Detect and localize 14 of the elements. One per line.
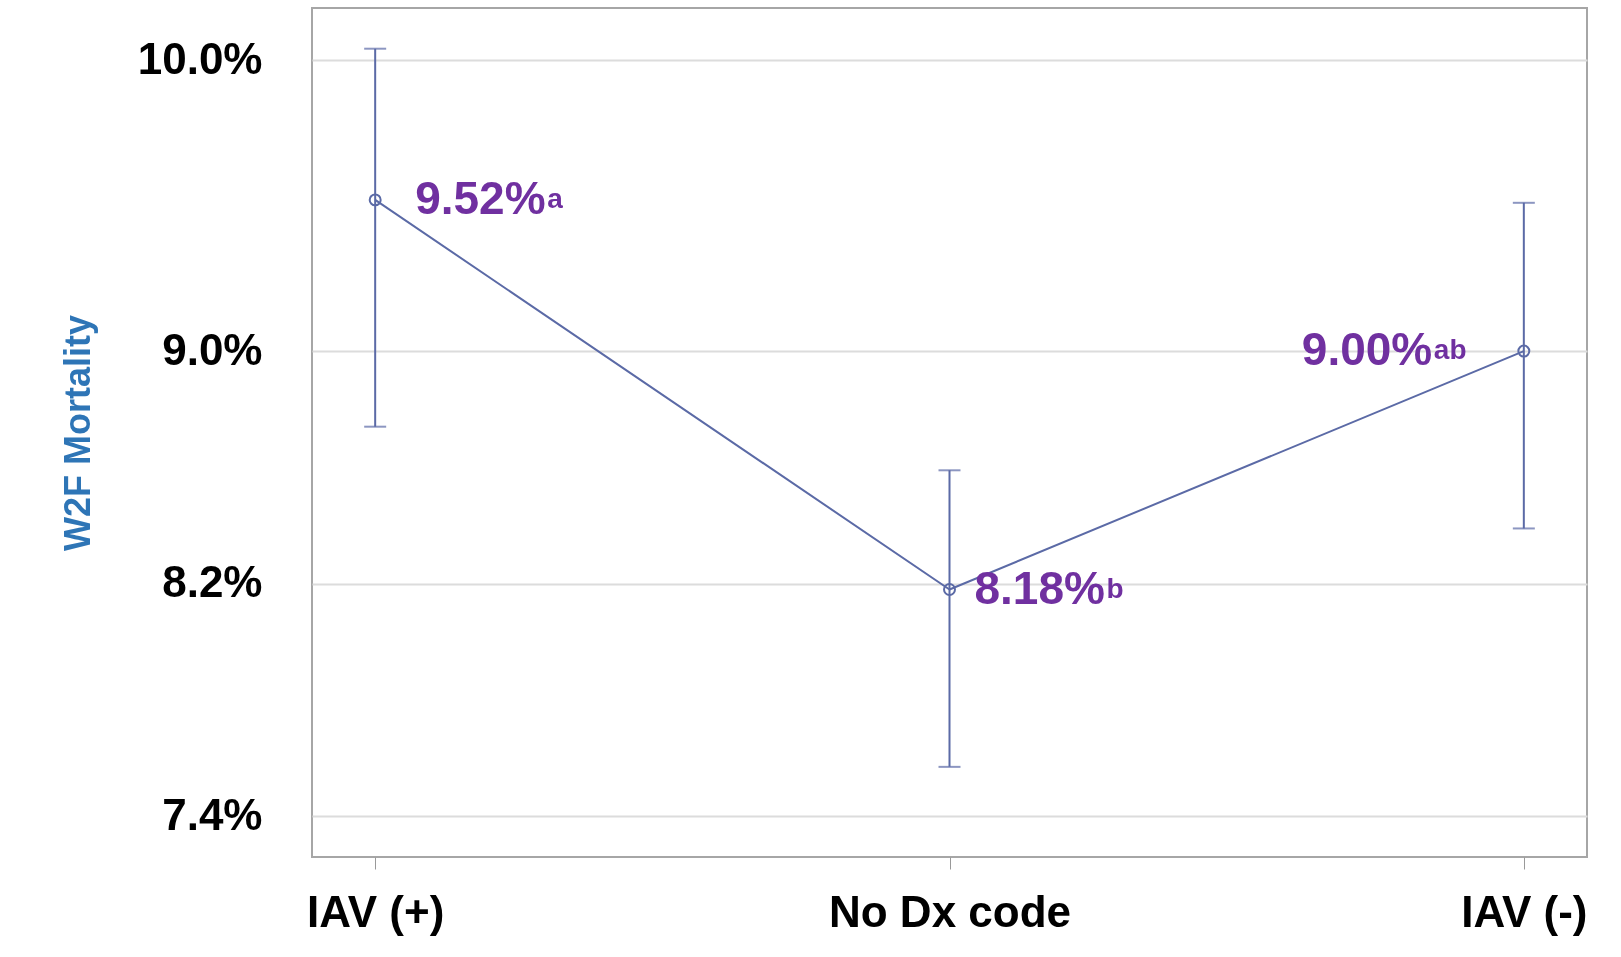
x-tick-label: No Dx code — [828, 886, 1072, 936]
y-axis-title: W2F Mortality — [56, 314, 98, 552]
text: 9.00%ab — [1301, 323, 1467, 376]
y-tick-label: 8.2% — [162, 557, 263, 607]
x-tick-label: IAV (-) — [1461, 886, 1588, 936]
point — [368, 193, 382, 207]
y-tick-label: 9.0% — [162, 324, 263, 374]
y-tick-label: 7.4% — [162, 789, 263, 839]
point — [943, 583, 956, 596]
text: 9.52%a — [415, 171, 563, 224]
x-tick-label: IAV (+) — [307, 886, 445, 936]
point — [1517, 344, 1531, 358]
text: 8.18%b — [974, 561, 1124, 614]
y-tick-label: 10.0% — [137, 33, 263, 83]
